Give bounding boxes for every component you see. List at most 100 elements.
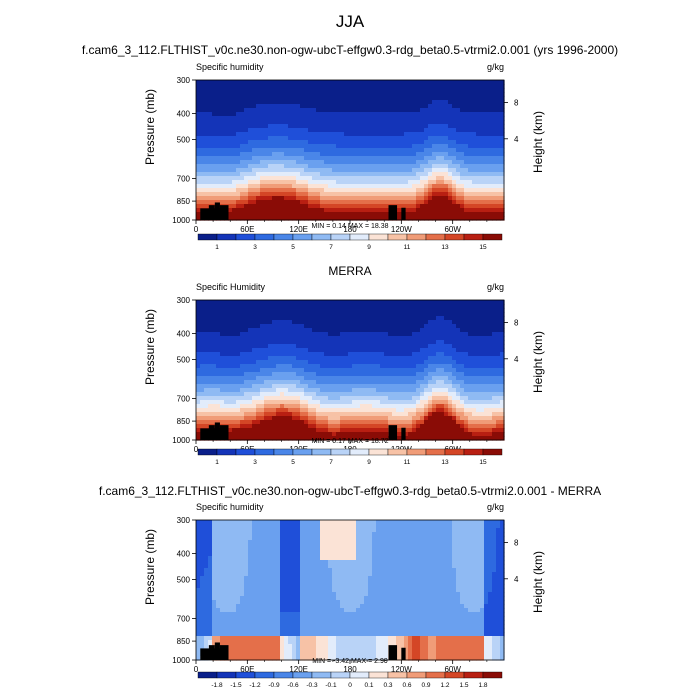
contour-cell <box>300 348 305 353</box>
contour-cell <box>400 396 405 401</box>
contour-cell <box>388 348 393 353</box>
contour-cell <box>200 376 205 381</box>
contour-cell <box>336 84 341 89</box>
contour-cell <box>312 400 317 405</box>
contour-cell <box>364 108 369 113</box>
contour-cell <box>340 384 345 389</box>
contour-cell <box>352 392 357 397</box>
contour-cell <box>452 204 457 209</box>
contour-cell <box>204 200 209 205</box>
contour-cell <box>428 84 433 89</box>
contour-cell <box>392 368 397 373</box>
contour-cell <box>392 152 397 157</box>
contour-cell <box>484 308 489 313</box>
contour-cell <box>208 308 213 313</box>
contour-cell <box>472 348 477 353</box>
contour-cell <box>320 132 325 137</box>
contour-cell <box>252 328 257 333</box>
contour-cell <box>268 340 273 345</box>
contour-cell <box>432 208 437 213</box>
contour-cell <box>244 120 249 125</box>
contour-cell <box>244 148 249 153</box>
contour-cell <box>472 176 477 181</box>
contour-cell <box>204 376 209 381</box>
contour-cell <box>380 208 385 213</box>
contour-cell <box>260 92 265 97</box>
contour-cell <box>464 324 469 329</box>
contour-cell <box>216 124 221 129</box>
contour-cell <box>360 340 365 345</box>
contour-cell <box>308 212 313 217</box>
contour-cell <box>472 196 477 201</box>
contour-cell <box>420 356 425 361</box>
contour-cell <box>404 156 409 161</box>
contour-cell <box>432 352 437 357</box>
contour-cell <box>352 84 357 89</box>
contour-cell <box>324 308 329 313</box>
contour-cell <box>320 116 325 121</box>
contour-cell <box>200 140 205 145</box>
contour-cell <box>456 388 461 393</box>
contour-cell <box>424 352 429 357</box>
contour-cell <box>328 100 333 105</box>
contour-cell <box>368 196 373 201</box>
contour-cell <box>444 192 449 197</box>
contour-cell <box>384 368 389 373</box>
contour-cell <box>500 400 505 405</box>
contour-cell <box>396 180 401 185</box>
contour-cell <box>268 116 273 121</box>
contour-cell <box>300 212 305 217</box>
contour-cell <box>232 340 237 345</box>
contour-cell <box>348 412 353 417</box>
contour-cell <box>256 364 261 369</box>
contour-cell <box>328 216 333 221</box>
contour-cell <box>308 352 313 357</box>
contour-cell <box>276 192 281 197</box>
contour-cell <box>208 148 213 153</box>
contour-cell <box>240 360 245 365</box>
contour-cell <box>396 192 401 197</box>
contour-cell <box>320 100 325 105</box>
contour-cell <box>276 132 281 137</box>
contour-cell <box>368 216 373 221</box>
contour-cell <box>364 188 369 193</box>
contour-cell <box>196 348 201 353</box>
contour-cell <box>376 136 381 141</box>
contour-cell <box>456 356 461 361</box>
contour-cell <box>324 408 329 413</box>
contour-cell <box>428 184 433 189</box>
contour-cell <box>208 404 213 409</box>
contour-cell <box>488 172 493 177</box>
contour-cell <box>300 352 305 357</box>
contour-cell <box>292 392 297 397</box>
contour-cell <box>420 168 425 173</box>
contour-cell <box>444 344 449 349</box>
contour-cell <box>236 400 241 405</box>
contour-cell <box>468 344 473 349</box>
contour-cell <box>240 376 245 381</box>
contour-cell <box>360 392 365 397</box>
contour-cell <box>376 160 381 165</box>
contour-cell <box>304 128 309 133</box>
contour-cell <box>208 192 213 197</box>
contour-cell <box>348 88 353 93</box>
contour-cell <box>248 312 253 317</box>
contour-cell <box>264 84 269 89</box>
contour-cell <box>336 192 341 197</box>
contour-cell <box>480 100 485 105</box>
contour-cell <box>284 356 289 361</box>
contour-cell <box>332 356 337 361</box>
contour-cell <box>276 304 281 309</box>
contour-cell <box>408 360 413 365</box>
contour-cell <box>364 412 369 417</box>
contour-cell <box>496 384 501 389</box>
contour-cell <box>336 308 341 313</box>
contour-cell <box>432 200 437 205</box>
contour-cell <box>424 116 429 121</box>
contour-cell <box>388 160 393 165</box>
contour-cell <box>280 204 285 209</box>
contour-cell <box>444 312 449 317</box>
contour-cell <box>476 116 481 121</box>
contour-cell <box>316 332 321 337</box>
contour-cell <box>200 160 205 165</box>
